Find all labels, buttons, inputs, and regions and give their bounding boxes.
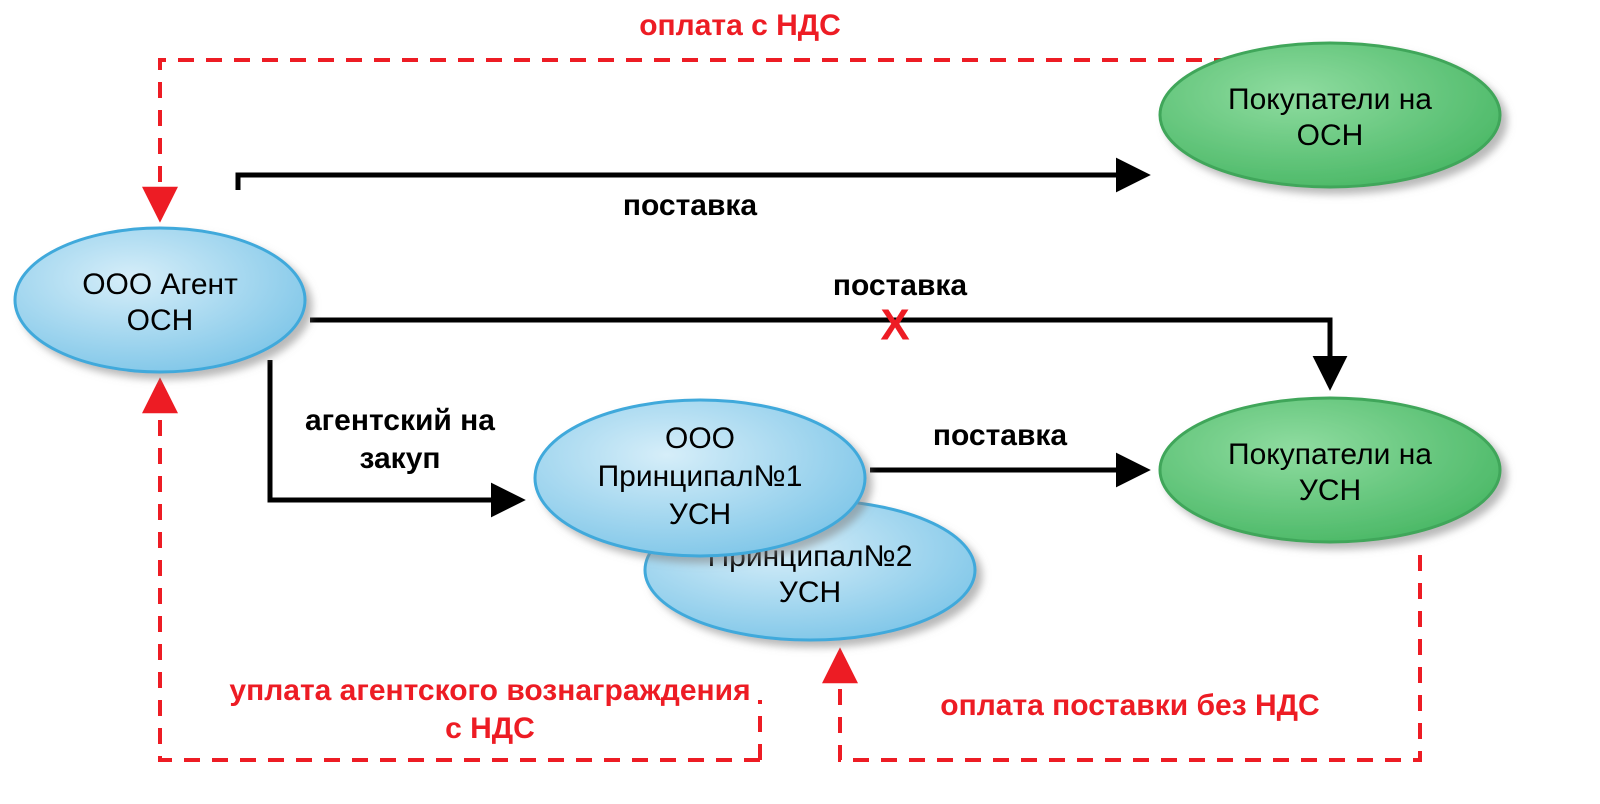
edge-supply-usn-label: поставка (833, 269, 968, 302)
node-agent-line1: ООО Агент (82, 268, 238, 301)
edge-supply-usn-crossed (310, 320, 1330, 385)
node-principal2-line2: УСН (779, 576, 841, 609)
node-principal1-line1: ООО (665, 422, 735, 455)
edge-agent-fee-label1: уплата агентского вознаграждения (229, 674, 750, 707)
node-agent-line2: ОСН (127, 304, 194, 337)
edge-payment-vat-label: оплата с НДС (639, 9, 841, 42)
edge-payment-no-vat-label: оплата поставки без НДС (940, 689, 1319, 722)
node-principal1-line2: Принципал№1 (598, 460, 803, 493)
edge-supply-osn (238, 175, 1145, 190)
edge-agent-purchase-label2: закуп (359, 442, 440, 475)
edge-agent-purchase-label1: агентский на (305, 404, 495, 437)
node-buyers-osn-line2: ОСН (1297, 119, 1364, 152)
node-buyers-usn-line1: Покупатели на (1228, 438, 1432, 471)
edge-supply-osn-label: поставка (623, 189, 758, 222)
edge-supply-from-principal-label: поставка (933, 419, 1068, 452)
node-buyers-usn-line2: УСН (1299, 474, 1361, 507)
node-principal1-line3: УСН (669, 498, 731, 531)
cross-mark: X (880, 301, 909, 350)
edge-agent-fee-label2: с НДС (445, 712, 535, 745)
diagram-canvas: оплата с НДС уплата агентского вознаграж… (0, 0, 1600, 804)
node-buyers-osn-line1: Покупатели на (1228, 83, 1432, 116)
